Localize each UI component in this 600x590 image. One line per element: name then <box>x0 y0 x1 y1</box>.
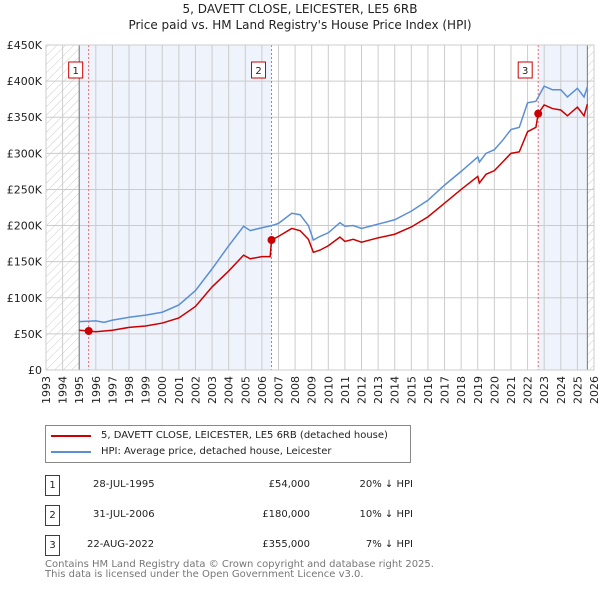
chart-title: 5, DAVETT CLOSE, LEICESTER, LE5 6RB <box>182 2 418 16</box>
x-tick-label: 2000 <box>156 376 169 404</box>
chart-subtitle: Price paid vs. HM Land Registry's House … <box>128 18 472 32</box>
x-tick-label: 1995 <box>73 376 86 404</box>
x-tick-label: 2013 <box>372 376 385 404</box>
sale-label: 3 <box>522 66 528 77</box>
x-tick-label: 1998 <box>123 376 136 404</box>
table-row: 1 28-JUL-1995 £54,000 20% ↓ HPI <box>45 475 413 496</box>
chart-legend: 5, DAVETT CLOSE, LEICESTER, LE5 6RB (det… <box>45 425 411 463</box>
y-tick-label: £350K <box>7 111 43 124</box>
footer: Contains HM Land Registry data © Crown c… <box>45 560 434 580</box>
x-tick-label: 2006 <box>256 376 269 404</box>
shade-region <box>538 45 588 370</box>
sale-marker-badge: 2 <box>45 505 60 526</box>
x-tick-label: 2014 <box>389 376 402 404</box>
plot-border <box>45 44 595 371</box>
x-tick-label: 2002 <box>189 376 202 404</box>
x-tick-label: 2005 <box>239 376 252 404</box>
y-tick-label: £150K <box>7 256 43 269</box>
shade-region <box>79 45 272 370</box>
table-row: 3 22-AUG-2022 £355,000 7% ↓ HPI <box>45 535 413 556</box>
footer-copyright: Contains HM Land Registry data © Crown c… <box>45 559 434 570</box>
x-tick-label: 1996 <box>90 376 103 404</box>
x-tick-label: 2016 <box>422 376 435 404</box>
y-tick-label: £300K <box>7 147 43 160</box>
sale-price: £180,000 <box>262 509 310 520</box>
x-tick-label: 2019 <box>472 376 485 404</box>
x-tick-label: 2017 <box>439 376 452 404</box>
x-tick-label: 1993 <box>40 376 53 404</box>
y-tick-label: £100K <box>7 292 43 305</box>
y-tick-label: £50K <box>14 328 43 341</box>
x-tick-label: 2007 <box>272 376 285 404</box>
x-tick-label: 2023 <box>538 376 551 404</box>
y-tick-label: £250K <box>7 183 43 196</box>
x-tick-label: 2003 <box>206 376 219 404</box>
x-tick-label: 2009 <box>306 376 319 404</box>
x-tick-label: 2004 <box>223 376 236 404</box>
x-tick-label: 2021 <box>505 376 518 404</box>
x-tick-label: 2015 <box>405 376 418 404</box>
sale-hpi-diff: 7% ↓ HPI <box>365 539 413 550</box>
sale-label-box <box>251 61 267 79</box>
footer-licence: This data is licensed under the Open Gov… <box>45 569 364 580</box>
sale-label: 2 <box>255 66 261 77</box>
sale-price: £355,000 <box>262 539 310 550</box>
sale-point <box>534 109 543 118</box>
x-tick-label: 2025 <box>571 376 584 404</box>
x-tick-label: 2008 <box>289 376 302 404</box>
table-row: 2 31-JUL-2006 £180,000 10% ↓ HPI <box>45 505 413 526</box>
y-tick-label: £450K <box>7 39 43 52</box>
x-tick-label: 2018 <box>455 376 468 404</box>
x-tick-label: 2024 <box>555 376 568 404</box>
sale-hpi-diff: 20% ↓ HPI <box>359 479 413 490</box>
x-tick-label: 1997 <box>106 376 119 404</box>
post-data-hatch <box>587 45 594 370</box>
hpi-line <box>79 85 589 324</box>
legend-blue-line <box>51 450 91 453</box>
sale-hpi-diff: 10% ↓ HPI <box>359 509 413 520</box>
x-tick-label: 2012 <box>356 376 369 404</box>
chart-plot: £0 £50K £100K £150K £200K £250K £300K £350K £400… <box>7 39 600 404</box>
x-tick-label: 2026 <box>588 376 600 404</box>
legend-label-property: 5, DAVETT CLOSE, LEICESTER, LE5 6RB (det… <box>101 430 388 441</box>
x-tick-label: 2020 <box>488 376 501 404</box>
y-tick-label: £0 <box>28 364 42 377</box>
x-tick-label: 2011 <box>339 376 352 404</box>
sale-marker-badge: 1 <box>45 475 60 496</box>
x-tick-label: 2001 <box>173 376 186 404</box>
y-tick-label: £200K <box>7 220 43 233</box>
sale-marker-badge: 3 <box>45 535 60 556</box>
sale-point <box>84 327 93 335</box>
x-tick-label: 1994 <box>57 376 70 404</box>
sale-price: £54,000 <box>268 479 310 490</box>
sale-date: 31-JUL-2006 <box>93 509 155 520</box>
sale-date: 28-JUL-1995 <box>93 479 155 490</box>
sale-label-box <box>517 61 533 79</box>
sale-label-box <box>68 61 84 79</box>
y-tick-label: £400K <box>7 75 43 88</box>
sale-label: 1 <box>72 66 78 77</box>
x-tick-label: 2022 <box>522 376 535 404</box>
property-price-line <box>79 104 589 333</box>
x-tick-label: 1999 <box>140 376 153 404</box>
legend-red-line <box>51 434 91 437</box>
x-tick-label: 2010 <box>322 376 335 404</box>
sale-point <box>267 236 276 244</box>
sale-date: 22-AUG-2022 <box>87 539 155 550</box>
legend-label-hpi: HPI: Average price, detached house, Leic… <box>101 446 332 457</box>
